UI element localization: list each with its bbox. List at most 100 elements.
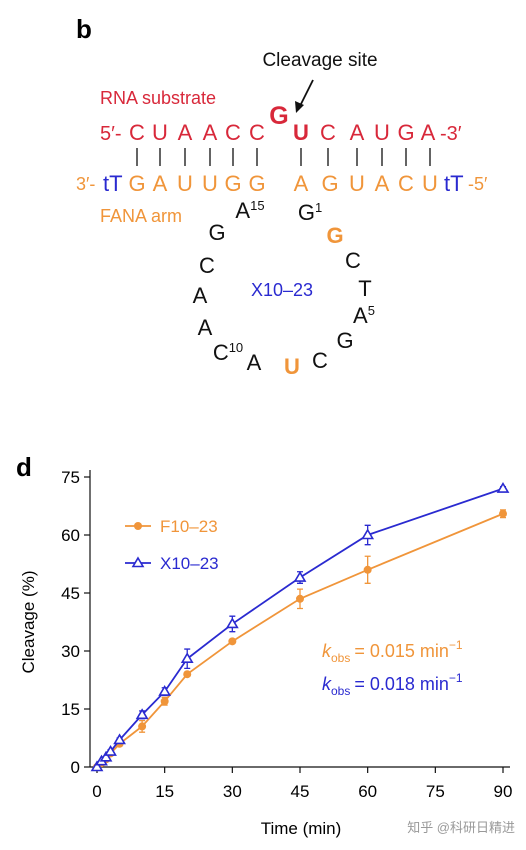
y-tick-label: 15 xyxy=(61,700,80,719)
three-prime: -3′ xyxy=(440,123,462,145)
base: A xyxy=(421,120,436,145)
annotation: kobs = 0.018 min−1 xyxy=(322,671,463,698)
loop-base: C xyxy=(345,248,361,273)
data-point xyxy=(361,528,375,540)
data-point xyxy=(90,760,104,772)
x-tick-label: 45 xyxy=(291,782,310,801)
base: A xyxy=(203,120,218,145)
base: C xyxy=(320,120,336,145)
cap: tT xyxy=(103,171,123,196)
base: G xyxy=(224,171,241,196)
k: k xyxy=(322,674,332,694)
loop-base: C xyxy=(312,348,328,373)
base-pairs xyxy=(136,148,431,166)
legend-marker xyxy=(131,556,145,568)
five-prime: -5′ xyxy=(468,174,488,194)
watermark: 知乎 @科研日精进 xyxy=(407,820,515,835)
position: 15 xyxy=(250,198,264,213)
base: U xyxy=(177,171,193,196)
x-tick-label: 90 xyxy=(494,782,513,801)
data-point xyxy=(180,652,194,664)
bottom-strand: G A U U G G A G U A C U xyxy=(128,171,438,196)
base: G xyxy=(248,171,265,196)
data-point xyxy=(296,594,304,603)
base: C xyxy=(398,171,414,196)
superscript: −1 xyxy=(449,671,463,685)
base: U xyxy=(202,171,218,196)
data-point xyxy=(113,733,126,745)
data-point xyxy=(158,685,172,696)
panel-label: d xyxy=(16,452,32,482)
legend-marker xyxy=(134,522,142,530)
data-point xyxy=(363,565,372,574)
loop: G1 G C T A5 G C U A C10 A A C G A15 xyxy=(193,198,375,379)
base: C xyxy=(225,120,241,145)
superscript: −1 xyxy=(449,638,463,652)
base: A xyxy=(294,171,309,196)
loop-base: U xyxy=(284,354,300,379)
loop-base: A xyxy=(198,315,213,340)
cap: tT xyxy=(444,171,464,196)
base: A xyxy=(350,120,365,145)
base: A xyxy=(375,171,390,196)
subscript: obs xyxy=(331,651,350,665)
base: C xyxy=(129,120,145,145)
legend-label: F10–23 xyxy=(160,517,218,536)
text: = 0.018 min xyxy=(354,674,449,694)
loop-base: C xyxy=(199,253,215,278)
data-point xyxy=(496,482,510,493)
data-point xyxy=(183,670,192,679)
loop-base: G xyxy=(336,328,353,353)
x-tick-label: 0 xyxy=(92,782,101,801)
legend-label: X10–23 xyxy=(160,554,219,573)
base: U xyxy=(349,171,365,196)
data-point xyxy=(160,697,169,706)
five-prime: 5′- xyxy=(100,123,122,145)
cleavage-label: Cleavage site xyxy=(262,50,377,71)
x-tick-label: 15 xyxy=(155,782,174,801)
base: A xyxy=(235,198,250,223)
base: G xyxy=(128,171,145,196)
y-tick-label: 75 xyxy=(61,468,80,487)
diagram: b Cleavage site RNA substrate 5′- C U A … xyxy=(76,14,488,379)
loop-base: A xyxy=(193,283,208,308)
subscript: obs xyxy=(331,684,350,698)
data-point xyxy=(499,509,507,518)
panel-label: b xyxy=(76,14,92,44)
loop-base: T xyxy=(358,276,371,301)
base: G xyxy=(298,200,315,225)
data-point xyxy=(228,637,237,646)
annotation: kobs = 0.015 min−1 xyxy=(322,638,463,665)
position: 10 xyxy=(229,340,243,355)
loop-base: A xyxy=(247,350,262,375)
x-tick-label: 60 xyxy=(358,782,377,801)
base: U xyxy=(152,120,168,145)
chart: d Time (min) Cleavage (%) 知乎 @科研日精进 0 15 3… xyxy=(16,452,515,838)
base: U xyxy=(293,120,309,145)
base: A xyxy=(153,171,168,196)
base: A xyxy=(353,303,368,328)
base: G xyxy=(321,171,338,196)
loop-base: C10 xyxy=(213,340,243,365)
data-point xyxy=(293,570,307,582)
top-strand: C U A A C C G U C A U G A xyxy=(129,102,436,145)
data-point xyxy=(138,722,147,731)
text: = 0.015 min xyxy=(354,641,449,661)
position: 1 xyxy=(315,200,322,215)
data-point xyxy=(135,708,149,720)
loop-base: G1 xyxy=(298,200,322,225)
base: C xyxy=(249,120,265,145)
x-tick-label: 30 xyxy=(223,782,242,801)
loop-base: A5 xyxy=(353,303,375,328)
base: A xyxy=(178,120,193,145)
x-axis-label: Time (min) xyxy=(261,819,342,838)
y-tick-label: 45 xyxy=(61,584,80,603)
series-line xyxy=(96,487,504,768)
base: G xyxy=(269,102,288,130)
y-tick-label: 60 xyxy=(61,526,80,545)
y-tick-label: 30 xyxy=(61,642,80,661)
base: U xyxy=(374,120,390,145)
y-tick-label: 0 xyxy=(71,758,80,777)
base: C xyxy=(213,340,229,365)
rna-label: RNA substrate xyxy=(100,88,216,108)
